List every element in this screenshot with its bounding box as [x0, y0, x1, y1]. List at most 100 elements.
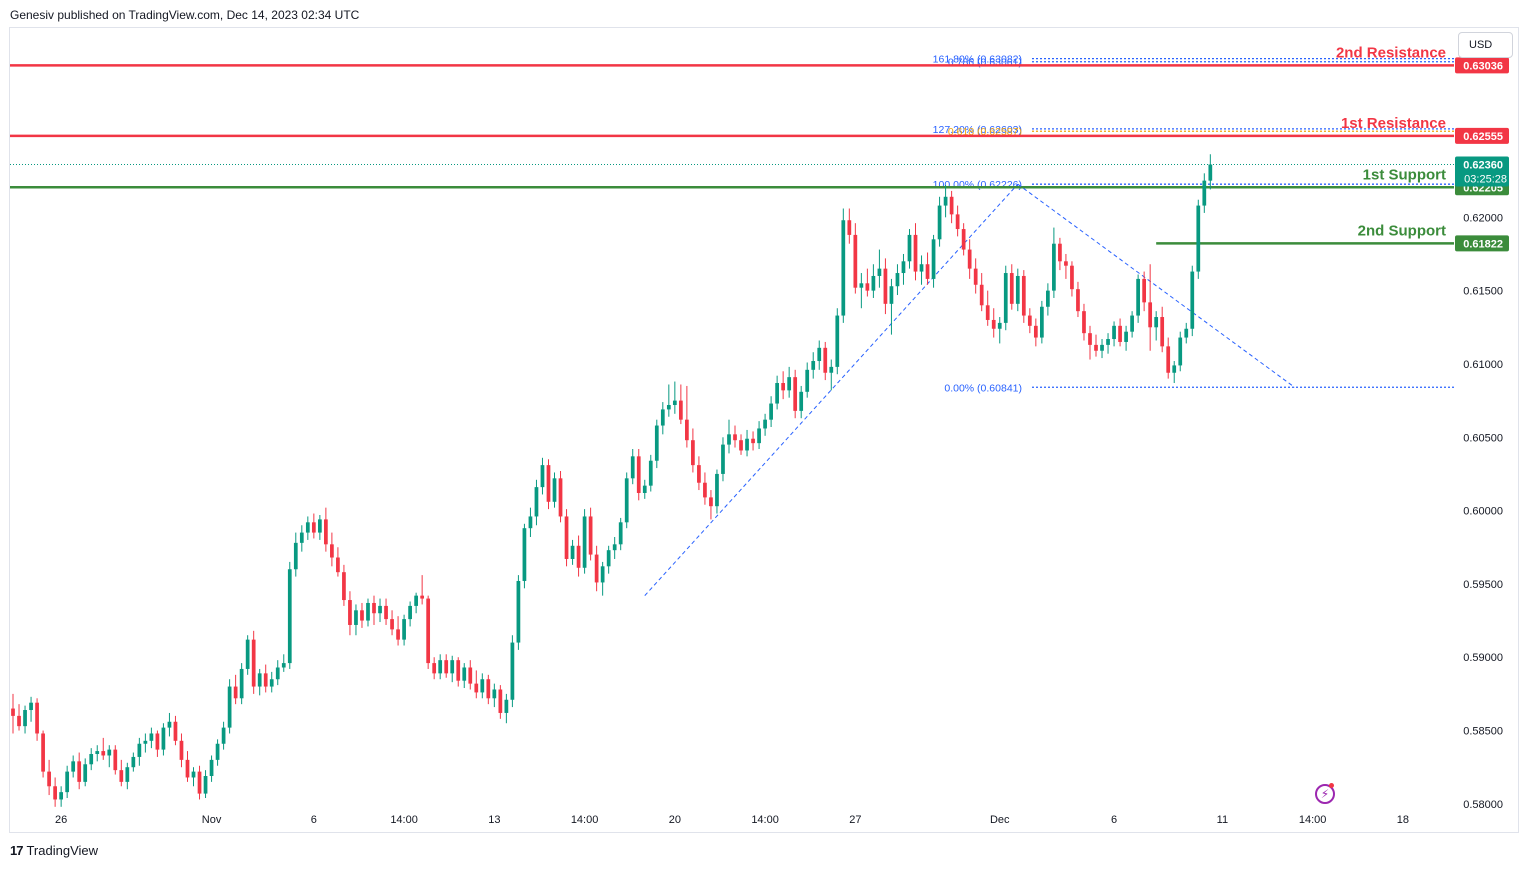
lightning-icon[interactable]: ⚡	[1315, 784, 1335, 804]
x-tick-label: Nov	[202, 814, 222, 826]
candle-body	[185, 759, 190, 778]
candle-body	[125, 767, 130, 782]
candle-body	[17, 715, 21, 727]
candle-body	[835, 315, 840, 367]
candle-body	[817, 347, 822, 362]
candle-body	[1208, 164, 1213, 181]
candle-body	[889, 286, 894, 304]
y-tick-label: 0.59500	[1463, 579, 1503, 591]
candle-body	[348, 600, 352, 625]
y-tick-label: 0.58500	[1463, 726, 1503, 738]
candle-body	[612, 544, 617, 551]
candle-body	[1166, 346, 1171, 373]
fib-label: 161.80% (0.63082)	[933, 54, 1022, 66]
candle-body	[227, 686, 232, 728]
candle-body	[853, 234, 858, 288]
candle-body	[733, 434, 737, 441]
x-tick-label: 6	[1111, 814, 1117, 826]
candle-body	[462, 667, 467, 681]
candle-body	[342, 572, 346, 601]
candle-body	[167, 721, 172, 728]
price-tag	[1455, 235, 1509, 252]
candle-body	[678, 400, 683, 420]
candle-body	[414, 595, 418, 606]
candle-body	[642, 485, 647, 493]
candle-body	[781, 383, 786, 391]
candle-body	[203, 776, 208, 794]
candle-body	[516, 580, 521, 643]
candle-body	[360, 610, 364, 621]
candle-body	[877, 268, 882, 276]
candle-body	[883, 268, 888, 304]
candle-body	[311, 522, 316, 533]
candle-body	[450, 660, 455, 674]
candle-body	[931, 239, 936, 279]
candle-body	[937, 205, 942, 240]
candle-body	[1021, 275, 1026, 316]
price-tag-label: 0.63036	[1463, 60, 1503, 72]
candle-body	[775, 383, 779, 404]
candle-body	[847, 220, 852, 235]
candle-body	[53, 786, 57, 800]
candle-body	[829, 366, 834, 373]
fibonacci-levels: 161.80% (0.63082)0.786 (0.63061) 127.20% …	[10, 54, 1454, 394]
candle-body	[1178, 337, 1183, 366]
candle-body	[582, 516, 587, 568]
candle-body	[245, 639, 250, 669]
candle-body	[293, 542, 298, 570]
fib-label: 127.20% (0.62603)	[933, 124, 1022, 136]
candle-body	[317, 519, 322, 533]
price-tag-label: 0.62555	[1463, 131, 1503, 143]
candle-body	[967, 249, 972, 269]
candle-body	[1172, 365, 1177, 373]
candle-body	[624, 478, 629, 523]
candle-body	[432, 663, 437, 674]
candle-body	[354, 610, 358, 625]
candle-body	[29, 702, 33, 711]
y-tick-label: 0.60000	[1463, 506, 1503, 518]
candle-body	[1076, 289, 1080, 312]
candle-body	[215, 743, 220, 760]
brand-name[interactable]: TradingView	[26, 843, 99, 858]
candle-body	[1130, 315, 1134, 332]
level-label: 1st Support	[1363, 166, 1446, 183]
candle-body	[324, 519, 328, 545]
price-tag-label: 0.61822	[1463, 238, 1503, 250]
tradingview-logo-icon[interactable]: 17	[10, 843, 24, 858]
x-tick-label: 27	[849, 814, 861, 826]
candle-body	[444, 660, 449, 674]
level-label: 2nd Resistance	[1336, 44, 1446, 61]
notification-dot	[1329, 783, 1334, 788]
candle-body	[1088, 333, 1092, 345]
candle-body	[823, 347, 828, 373]
candle-body	[997, 322, 1002, 329]
candle-body	[257, 673, 262, 687]
candle-body	[504, 699, 509, 713]
candle-body	[131, 756, 136, 768]
candle-body	[630, 456, 635, 479]
candle-body	[95, 751, 100, 755]
candle-body	[59, 792, 64, 800]
candle-body	[1124, 331, 1128, 342]
currency-button[interactable]: USD	[1458, 32, 1513, 58]
candle-body	[991, 319, 996, 329]
current-price-tag	[1455, 156, 1509, 187]
x-tick-label: 14:00	[1299, 814, 1327, 826]
candle-body	[1142, 278, 1147, 303]
candle-body	[305, 522, 310, 533]
x-tick-label: 26	[55, 814, 67, 826]
candle-body	[600, 566, 605, 583]
candle-body	[41, 733, 45, 772]
candle-body	[564, 516, 569, 559]
candle-body	[23, 710, 27, 727]
candle-body	[1064, 261, 1068, 266]
candle-body	[522, 528, 527, 581]
candle-body	[209, 759, 214, 777]
candle-body	[390, 619, 394, 630]
candle-body	[811, 361, 816, 370]
candle-body	[1003, 273, 1008, 323]
candle-body	[666, 405, 671, 410]
candle-body	[119, 770, 124, 782]
candle-body	[474, 683, 479, 693]
